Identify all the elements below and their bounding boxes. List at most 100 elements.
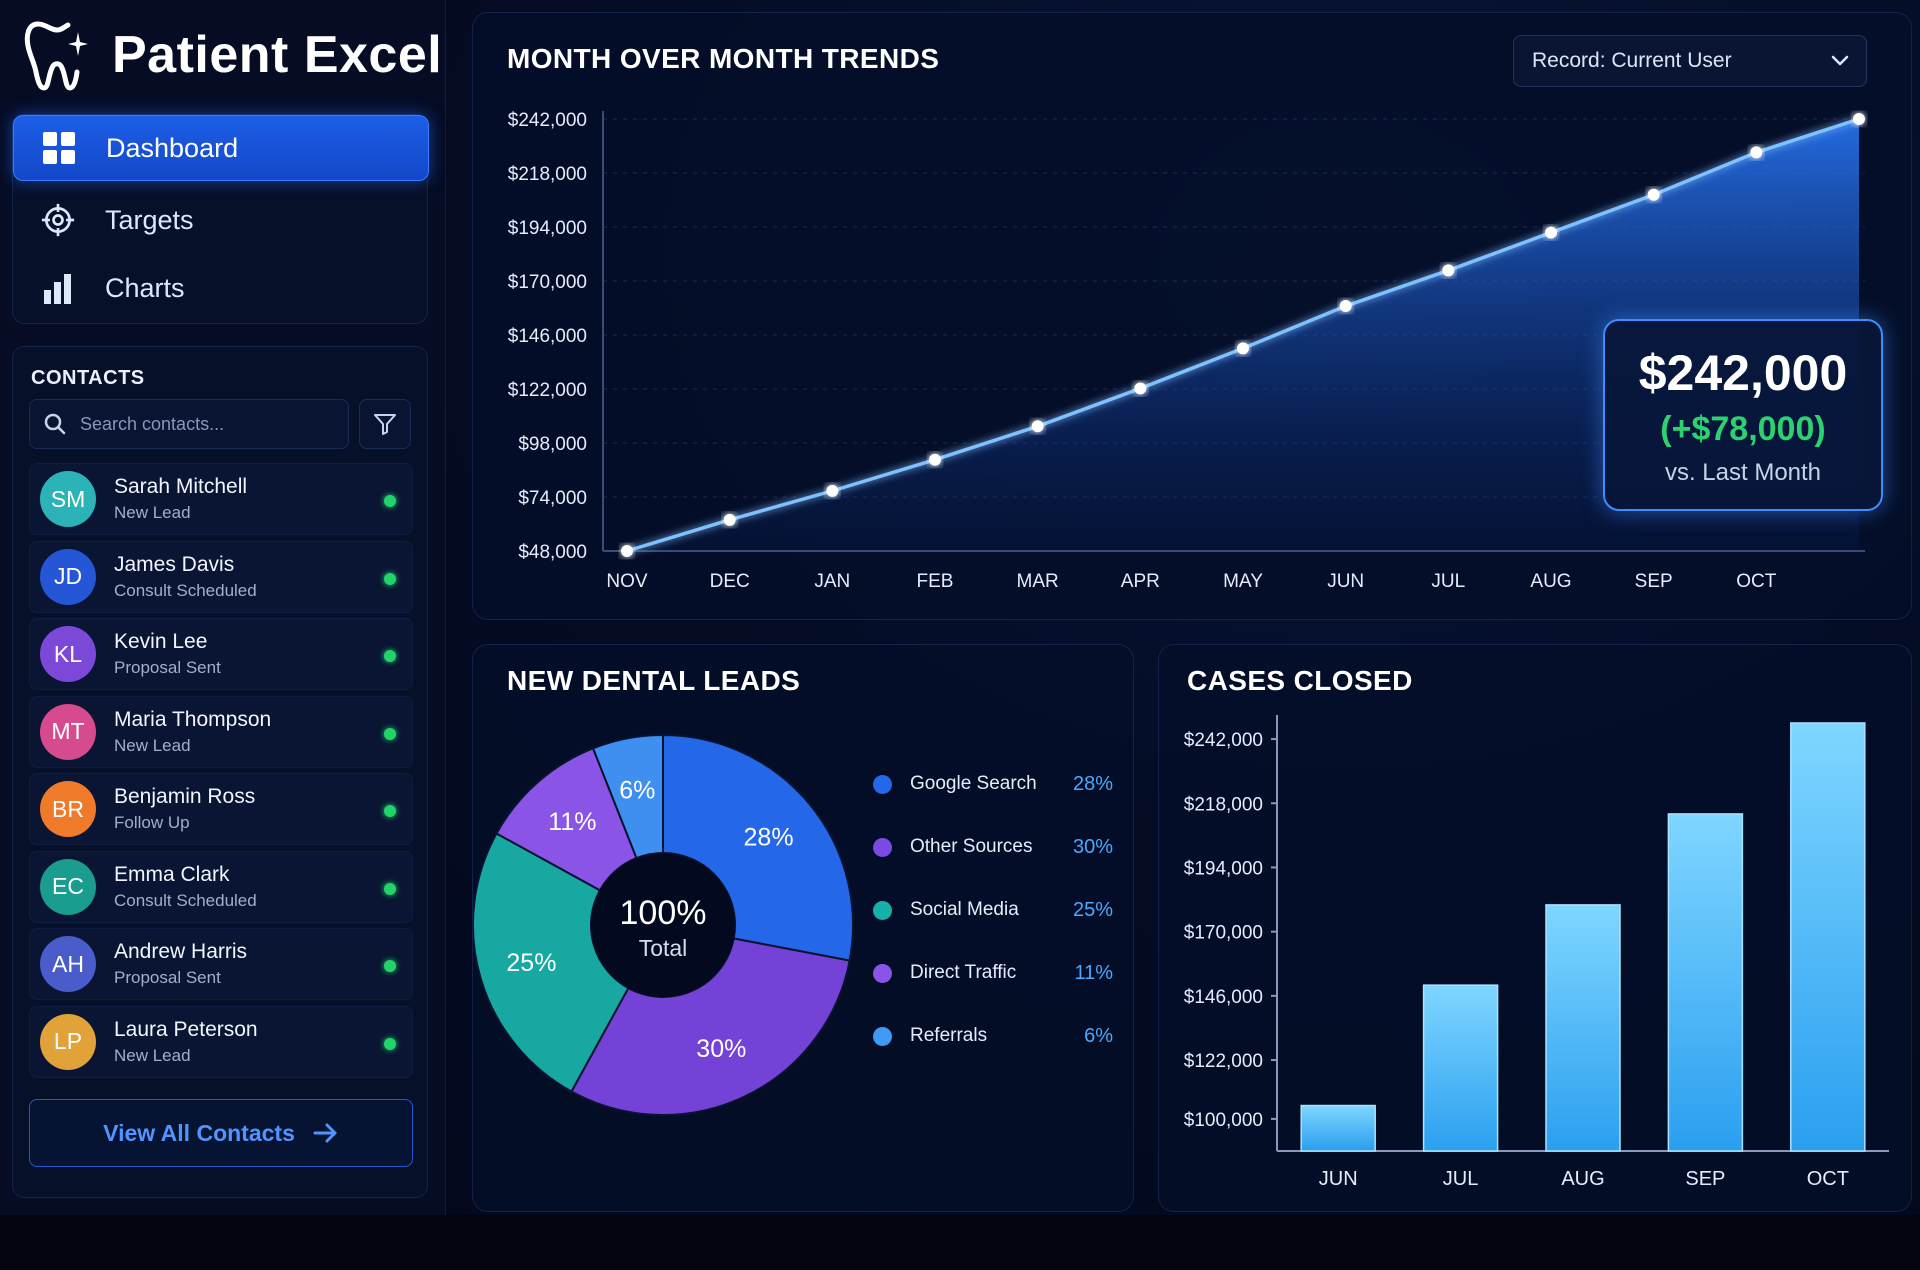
x-tick-label: JUN — [1327, 571, 1364, 592]
legend-swatch — [873, 774, 892, 794]
legend-swatch — [873, 1026, 892, 1046]
nav-label-targets: Targets — [105, 204, 194, 235]
contact-text: Andrew Harris Proposal Sent — [114, 940, 247, 988]
online-status-dot — [384, 1037, 396, 1050]
trends-panel: MONTH OVER MONTH TRENDS Record: Current … — [472, 12, 1912, 620]
trend-point[interactable] — [1031, 420, 1044, 433]
contact-text: Maria Thompson New Lead — [114, 708, 271, 756]
pie-slice-label: 25% — [506, 949, 556, 977]
online-status-dot — [384, 727, 396, 740]
x-tick-label: OCT — [1807, 1168, 1849, 1190]
legend-pct: 30% — [1072, 835, 1113, 858]
contact-row[interactable]: JD James Davis Consult Scheduled — [29, 540, 413, 613]
pie-center-label: Total — [639, 935, 688, 961]
legend-pct: 28% — [1072, 772, 1113, 795]
x-tick-label: SEP — [1635, 571, 1673, 592]
contact-row[interactable]: BR Benjamin Ross Follow Up — [29, 773, 413, 845]
online-status-dot — [384, 495, 396, 507]
bottom-strip — [0, 1215, 1920, 1270]
trend-point[interactable] — [1442, 264, 1455, 277]
bar[interactable] — [1300, 1104, 1376, 1152]
callout-delta: (+$78,000) — [1660, 409, 1826, 448]
contact-text: Benjamin Ross Follow Up — [114, 785, 255, 833]
trend-point[interactable] — [621, 545, 633, 557]
trend-point[interactable] — [1545, 226, 1557, 239]
online-status-dot — [384, 882, 396, 895]
trend-point[interactable] — [1237, 342, 1249, 355]
contact-status: New Lead — [114, 503, 191, 522]
filter-icon — [374, 414, 396, 435]
y-tick-label: $48,000 — [518, 542, 587, 563]
online-status-dot — [384, 805, 396, 817]
contact-row[interactable]: MT Maria Thompson New Lead — [29, 695, 413, 768]
avatar: AH — [40, 936, 96, 992]
pie-slice[interactable] — [662, 733, 854, 962]
avatar: EC — [40, 858, 96, 915]
contact-row[interactable]: AH Andrew Harris Proposal Sent — [29, 928, 413, 1000]
pie-hole — [591, 853, 735, 997]
contact-name: James Davis — [114, 552, 235, 576]
y-tick-label: $218,000 — [508, 164, 587, 185]
y-tick-label: $218,000 — [1184, 794, 1263, 815]
trend-point[interactable] — [929, 453, 941, 466]
legend-swatch — [873, 837, 892, 857]
y-tick-label: $146,000 — [508, 326, 587, 347]
contact-text: Kevin Lee Proposal Sent — [114, 630, 221, 678]
trend-point[interactable] — [723, 513, 736, 526]
contact-text: Sarah Mitchell New Lead — [114, 475, 247, 523]
nav-item-targets[interactable]: Targets — [13, 187, 429, 253]
legend-item: Google Search 28% — [873, 769, 1113, 799]
legend-item: Direct Traffic 11% — [873, 958, 1113, 988]
trend-point[interactable] — [1339, 300, 1352, 313]
y-tick-label: $170,000 — [508, 272, 587, 293]
avatar: MT — [40, 703, 96, 760]
contact-row[interactable]: LP Laura Peterson New Lead — [29, 1005, 413, 1078]
tooth-logo-icon — [24, 21, 88, 91]
bar[interactable] — [1422, 984, 1499, 1152]
pie-slice-label: 11% — [548, 808, 596, 836]
trend-point[interactable] — [1134, 382, 1147, 395]
legend-swatch — [873, 963, 892, 983]
filter-button[interactable] — [359, 399, 411, 449]
legend-label: Social Media — [910, 899, 1019, 920]
contact-row[interactable]: KL Kevin Lee Proposal Sent — [29, 618, 413, 690]
x-tick-label: AUG — [1561, 1168, 1604, 1190]
pie-center-value: 100% — [620, 894, 707, 932]
y-tick-label: $146,000 — [1184, 987, 1263, 1008]
bar[interactable] — [1790, 722, 1866, 1152]
trend-point[interactable] — [1750, 146, 1763, 159]
x-tick-label: FEB — [917, 571, 954, 592]
callout-value: $242,000 — [1638, 344, 1848, 401]
legend-pct: 6% — [1084, 1024, 1113, 1047]
nav-label-charts: Charts — [105, 272, 185, 303]
nav-item-charts[interactable]: Charts — [13, 255, 429, 321]
trend-point[interactable] — [1853, 113, 1865, 125]
arrow-right-icon — [313, 1123, 337, 1143]
nav-label-dashboard: Dashboard — [106, 132, 239, 163]
contact-status: New Lead — [114, 1045, 191, 1065]
contact-name: Sarah Mitchell — [114, 475, 248, 498]
leads-panel: NEW DENTAL LEADS 100% Total 28% 30% 25% 11%… — [472, 644, 1134, 1212]
search-input[interactable] — [80, 413, 320, 435]
pie-slice-label: 28% — [744, 824, 794, 852]
bar[interactable] — [1667, 813, 1744, 1152]
legend-item: Social Media 25% — [873, 895, 1113, 925]
trend-point[interactable] — [826, 484, 839, 497]
contact-text: Laura Peterson New Lead — [114, 1018, 258, 1066]
contact-status: New Lead — [114, 735, 191, 755]
legend-item: Other Sources 30% — [873, 832, 1113, 862]
nav-item-dashboard[interactable]: Dashboard — [13, 115, 429, 181]
main-nav: Dashboard Targets — [12, 114, 429, 324]
contact-row[interactable]: EC Emma Clark Consult Scheduled — [29, 850, 413, 923]
x-tick-label: OCT — [1736, 571, 1777, 592]
bar[interactable] — [1545, 904, 1621, 1152]
app-logo[interactable]: Patient Excel — [24, 18, 442, 92]
contact-row[interactable]: SM Sarah Mitchell New Lead — [29, 463, 413, 535]
trend-point[interactable] — [1647, 188, 1660, 201]
avatar: KL — [40, 626, 96, 682]
y-tick-label: $122,000 — [1184, 1051, 1263, 1072]
record-select[interactable]: Record: Current User — [1513, 35, 1867, 87]
x-tick-label: MAY — [1223, 571, 1263, 592]
record-select-value: Record: Current User — [1532, 49, 1732, 72]
view-all-contacts-button[interactable]: View All Contacts — [29, 1099, 413, 1167]
